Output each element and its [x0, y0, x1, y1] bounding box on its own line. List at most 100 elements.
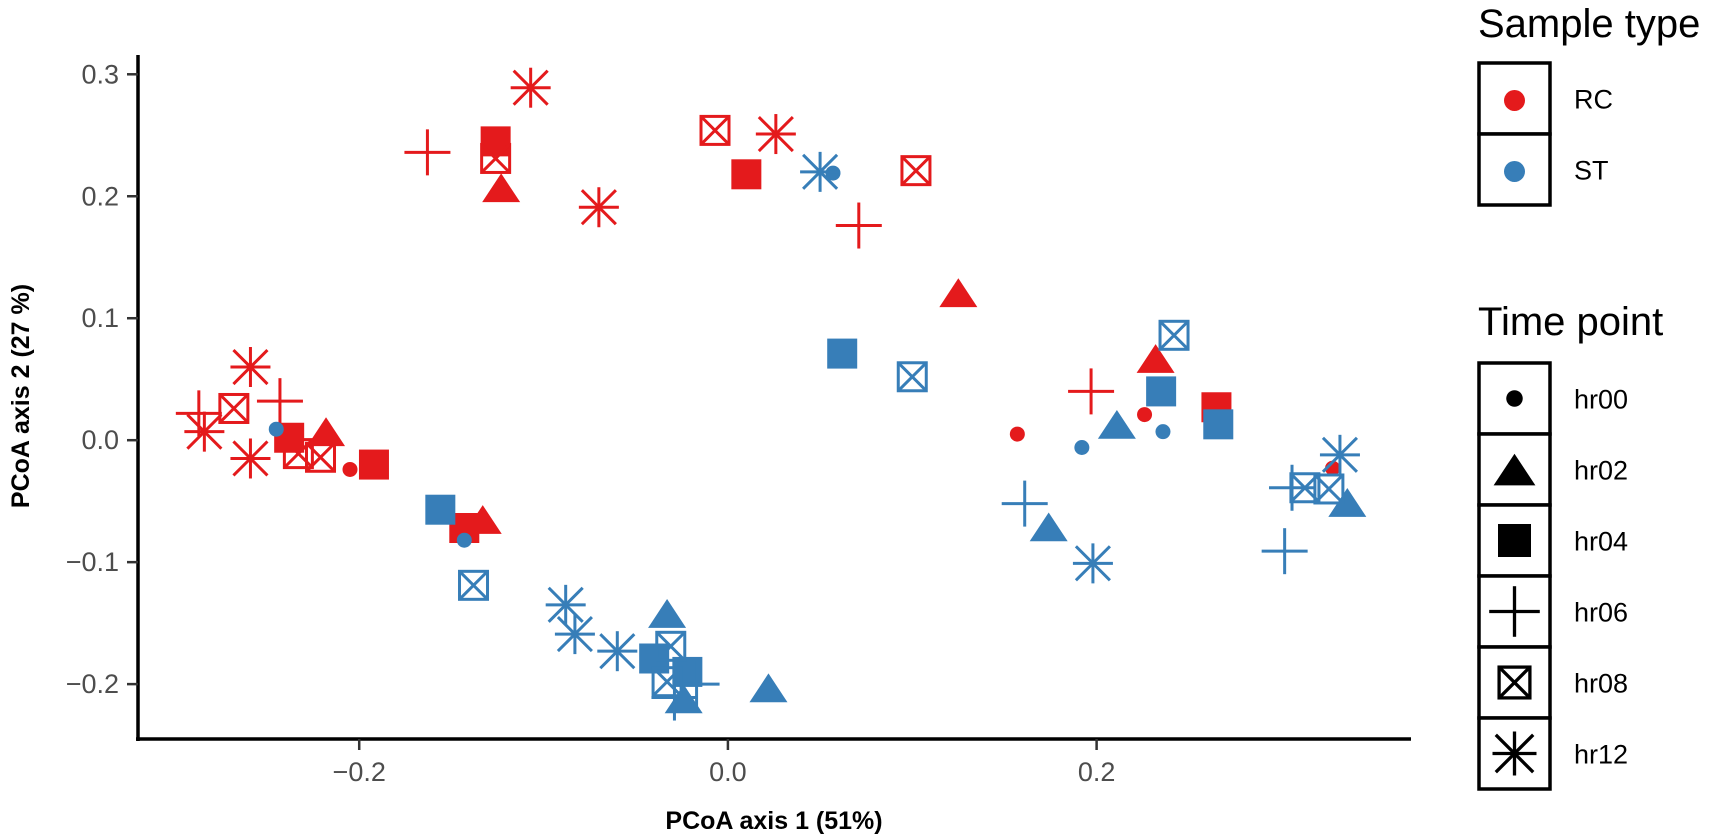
- point-rc-hr08: [900, 155, 932, 187]
- point-st-hr08: [458, 569, 490, 601]
- series-rc: [175, 67, 1341, 544]
- legend-title: Sample type: [1478, 2, 1700, 46]
- legend-key-symbol: [1497, 665, 1532, 700]
- point-st-hr12: [1072, 543, 1113, 584]
- y-tick-label: 0.0: [81, 425, 119, 455]
- point-rc-hr02: [482, 173, 521, 203]
- point-rc-hr06: [175, 390, 222, 437]
- point-st-hr00: [456, 532, 472, 548]
- legend-key-symbol: [1489, 586, 1540, 637]
- legend-label: hr04: [1574, 527, 1628, 557]
- legend-label: hr06: [1574, 598, 1628, 628]
- point-st-hr02: [648, 599, 687, 628]
- point-rc-hr12: [755, 114, 796, 155]
- x-tick-label: 0.2: [1078, 757, 1116, 787]
- legend-key-symbol: [1506, 390, 1523, 407]
- x-tick-label: 0.0: [709, 757, 747, 787]
- point-rc-hr02: [1136, 344, 1175, 373]
- point-st-hr02: [1328, 488, 1367, 517]
- point-st-hr02: [749, 673, 788, 703]
- x-axis-title: PCoA axis 1 (51%): [665, 807, 882, 835]
- point-st-hr08: [1158, 319, 1190, 351]
- point-st-hr06: [651, 674, 698, 721]
- point-rc-hr06: [1068, 368, 1115, 415]
- point-st-hr12: [597, 631, 638, 672]
- legend-title: Time point: [1478, 300, 1663, 344]
- legend-entry-rc: RC: [1477, 61, 1613, 136]
- legend-entry-hr12: hr12: [1477, 716, 1628, 791]
- point-st-hr06: [1261, 528, 1308, 575]
- legend-entry-hr00: hr00: [1477, 361, 1628, 436]
- point-rc-hr04: [480, 126, 511, 157]
- point-st-hr12: [1319, 434, 1360, 475]
- point-st-hr08: [896, 361, 928, 393]
- point-st-hr04: [1203, 409, 1234, 440]
- point-st-hr12: [554, 614, 595, 655]
- legend-label: RC: [1574, 85, 1613, 115]
- point-rc-hr12: [230, 347, 271, 388]
- legend-time-point: Time point hr00 hr02 hr04 hr06 hr08 hr12: [1477, 300, 1663, 791]
- y-tick-label: 0.3: [81, 59, 119, 89]
- legend-entry-hr04: hr04: [1477, 503, 1628, 578]
- point-rc-hr04: [731, 159, 762, 190]
- legend-layer: Sample type RC ST Time point hr00 hr02 hr04 hr0…: [1477, 2, 1700, 791]
- axes-layer: [136, 55, 1411, 741]
- y-tick-label: −0.2: [66, 669, 119, 699]
- series-st: [268, 151, 1367, 721]
- legend-entry-st: ST: [1477, 132, 1609, 207]
- point-rc-hr08: [480, 142, 512, 174]
- point-st-hr12: [545, 584, 586, 625]
- point-st-hr08: [655, 630, 687, 662]
- point-rc-hr08: [699, 114, 731, 146]
- legend-key-symbol: [1493, 453, 1536, 486]
- legend-key-box: [1477, 132, 1552, 207]
- point-st-hr04: [425, 494, 456, 525]
- point-rc-hr12: [230, 438, 271, 479]
- point-st-hr12: [800, 151, 841, 192]
- legend-key-symbol: [1492, 731, 1537, 776]
- point-st-hr00: [268, 421, 284, 437]
- legend-label: hr08: [1574, 669, 1628, 699]
- point-rc-hr06: [835, 202, 882, 249]
- point-st-hr04: [1146, 376, 1177, 407]
- legend-label: hr02: [1574, 456, 1628, 486]
- point-st-hr02: [1029, 512, 1068, 542]
- point-st-hr00: [1074, 440, 1090, 456]
- point-st-hr00: [1155, 424, 1171, 440]
- legend-key-symbol: [1504, 90, 1525, 111]
- point-rc-hr00: [1009, 426, 1025, 442]
- point-st-hr02: [1097, 409, 1136, 439]
- y-tick-label: 0.1: [81, 303, 119, 333]
- legend-label: hr00: [1574, 385, 1628, 415]
- y-tick-label: 0.2: [81, 181, 119, 211]
- point-rc-hr02: [307, 417, 346, 447]
- legend-entry-hr06: hr06: [1477, 574, 1628, 649]
- point-rc-hr12: [184, 411, 225, 452]
- point-rc-hr04: [358, 449, 389, 480]
- legend-key-symbol: [1498, 524, 1531, 557]
- point-rc-hr02: [939, 278, 978, 308]
- legend-sample-type: Sample type RC ST: [1477, 2, 1700, 207]
- point-rc-hr08: [218, 392, 250, 424]
- point-st-hr04: [827, 338, 858, 369]
- point-rc-hr12: [578, 187, 619, 228]
- point-rc-hr12: [510, 67, 551, 108]
- y-axis-title: PCoA axis 2 (27 %): [7, 284, 35, 508]
- point-rc-hr06: [256, 378, 303, 425]
- legend-key-box: [1477, 645, 1552, 720]
- point-st-hr06: [1001, 480, 1048, 527]
- point-st-hr08: [651, 666, 683, 698]
- legend-label: ST: [1574, 156, 1609, 186]
- legend-entry-hr08: hr08: [1477, 645, 1628, 720]
- point-rc-hr06: [404, 129, 451, 176]
- point-st-hr08: [1313, 473, 1345, 505]
- point-rc-hr00: [342, 461, 358, 477]
- point-rc-hr08: [305, 441, 337, 473]
- y-tick-label: −0.1: [66, 547, 119, 577]
- points-layer: [175, 67, 1367, 721]
- ticks-layer: −0.2 0.0 0.2 −0.2 −0.1 0.0 0.1 0.2 0.3: [66, 59, 1116, 787]
- legend-label: hr12: [1574, 740, 1628, 770]
- x-tick-label: −0.2: [333, 757, 386, 787]
- legend-entry-hr02: hr02: [1477, 432, 1628, 507]
